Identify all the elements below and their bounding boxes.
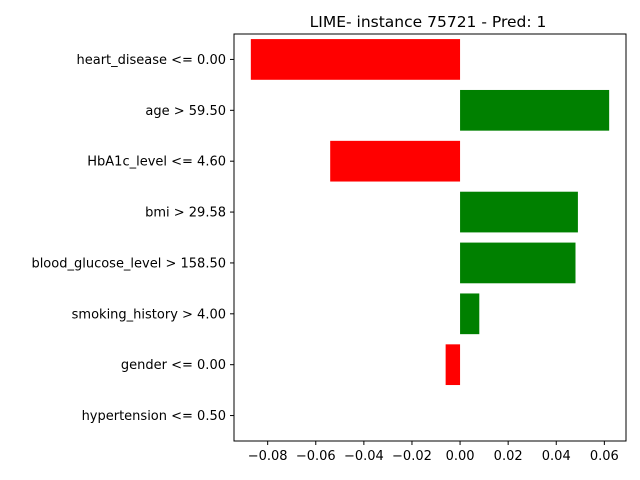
y-tick-label-5: smoking_history > 4.00 [72,307,226,322]
y-tick-label-4: blood_glucose_level > 158.50 [31,256,226,271]
x-tick-label-7: 0.06 [590,449,619,464]
chart-title: LIME- instance 75721 - Pred: 1 [310,13,547,31]
x-tick-label-3: −0.02 [392,449,432,464]
x-tick-label-2: −0.04 [344,449,384,464]
y-tick-label-6: gender <= 0.00 [121,358,226,373]
y-tick-label-3: bmi > 29.58 [145,206,226,221]
plot-frame [233,33,627,442]
y-tick-label-1: age > 59.50 [145,104,226,119]
bar-6 [445,344,461,386]
y-tick-label-0: heart_disease <= 0.00 [76,53,226,68]
x-tick-label-6: 0.04 [542,449,571,464]
bar-5 [460,293,480,335]
y-axis-ticks: heart_disease <= 0.00 age > 59.50 HbA1c_le… [31,53,234,424]
x-tick-label-5: 0.02 [494,449,523,464]
bar-1 [460,89,610,131]
bar-3 [460,191,578,233]
y-tick-label-7: hypertension <= 0.50 [82,409,226,424]
x-tick-label-4: 0.00 [446,449,475,464]
y-tick-label-2: HbA1c_level <= 4.60 [87,155,226,170]
x-axis-ticks: −0.08 −0.06 −0.04 −0.02 0.00 0.02 0.04 0.06 [248,441,619,464]
bars-group [250,39,610,386]
bar-0 [250,39,461,80]
bar-2 [330,140,461,182]
bar-4 [460,242,576,284]
x-tick-label-1: −0.06 [296,449,336,464]
x-tick-label-0: −0.08 [248,449,288,464]
